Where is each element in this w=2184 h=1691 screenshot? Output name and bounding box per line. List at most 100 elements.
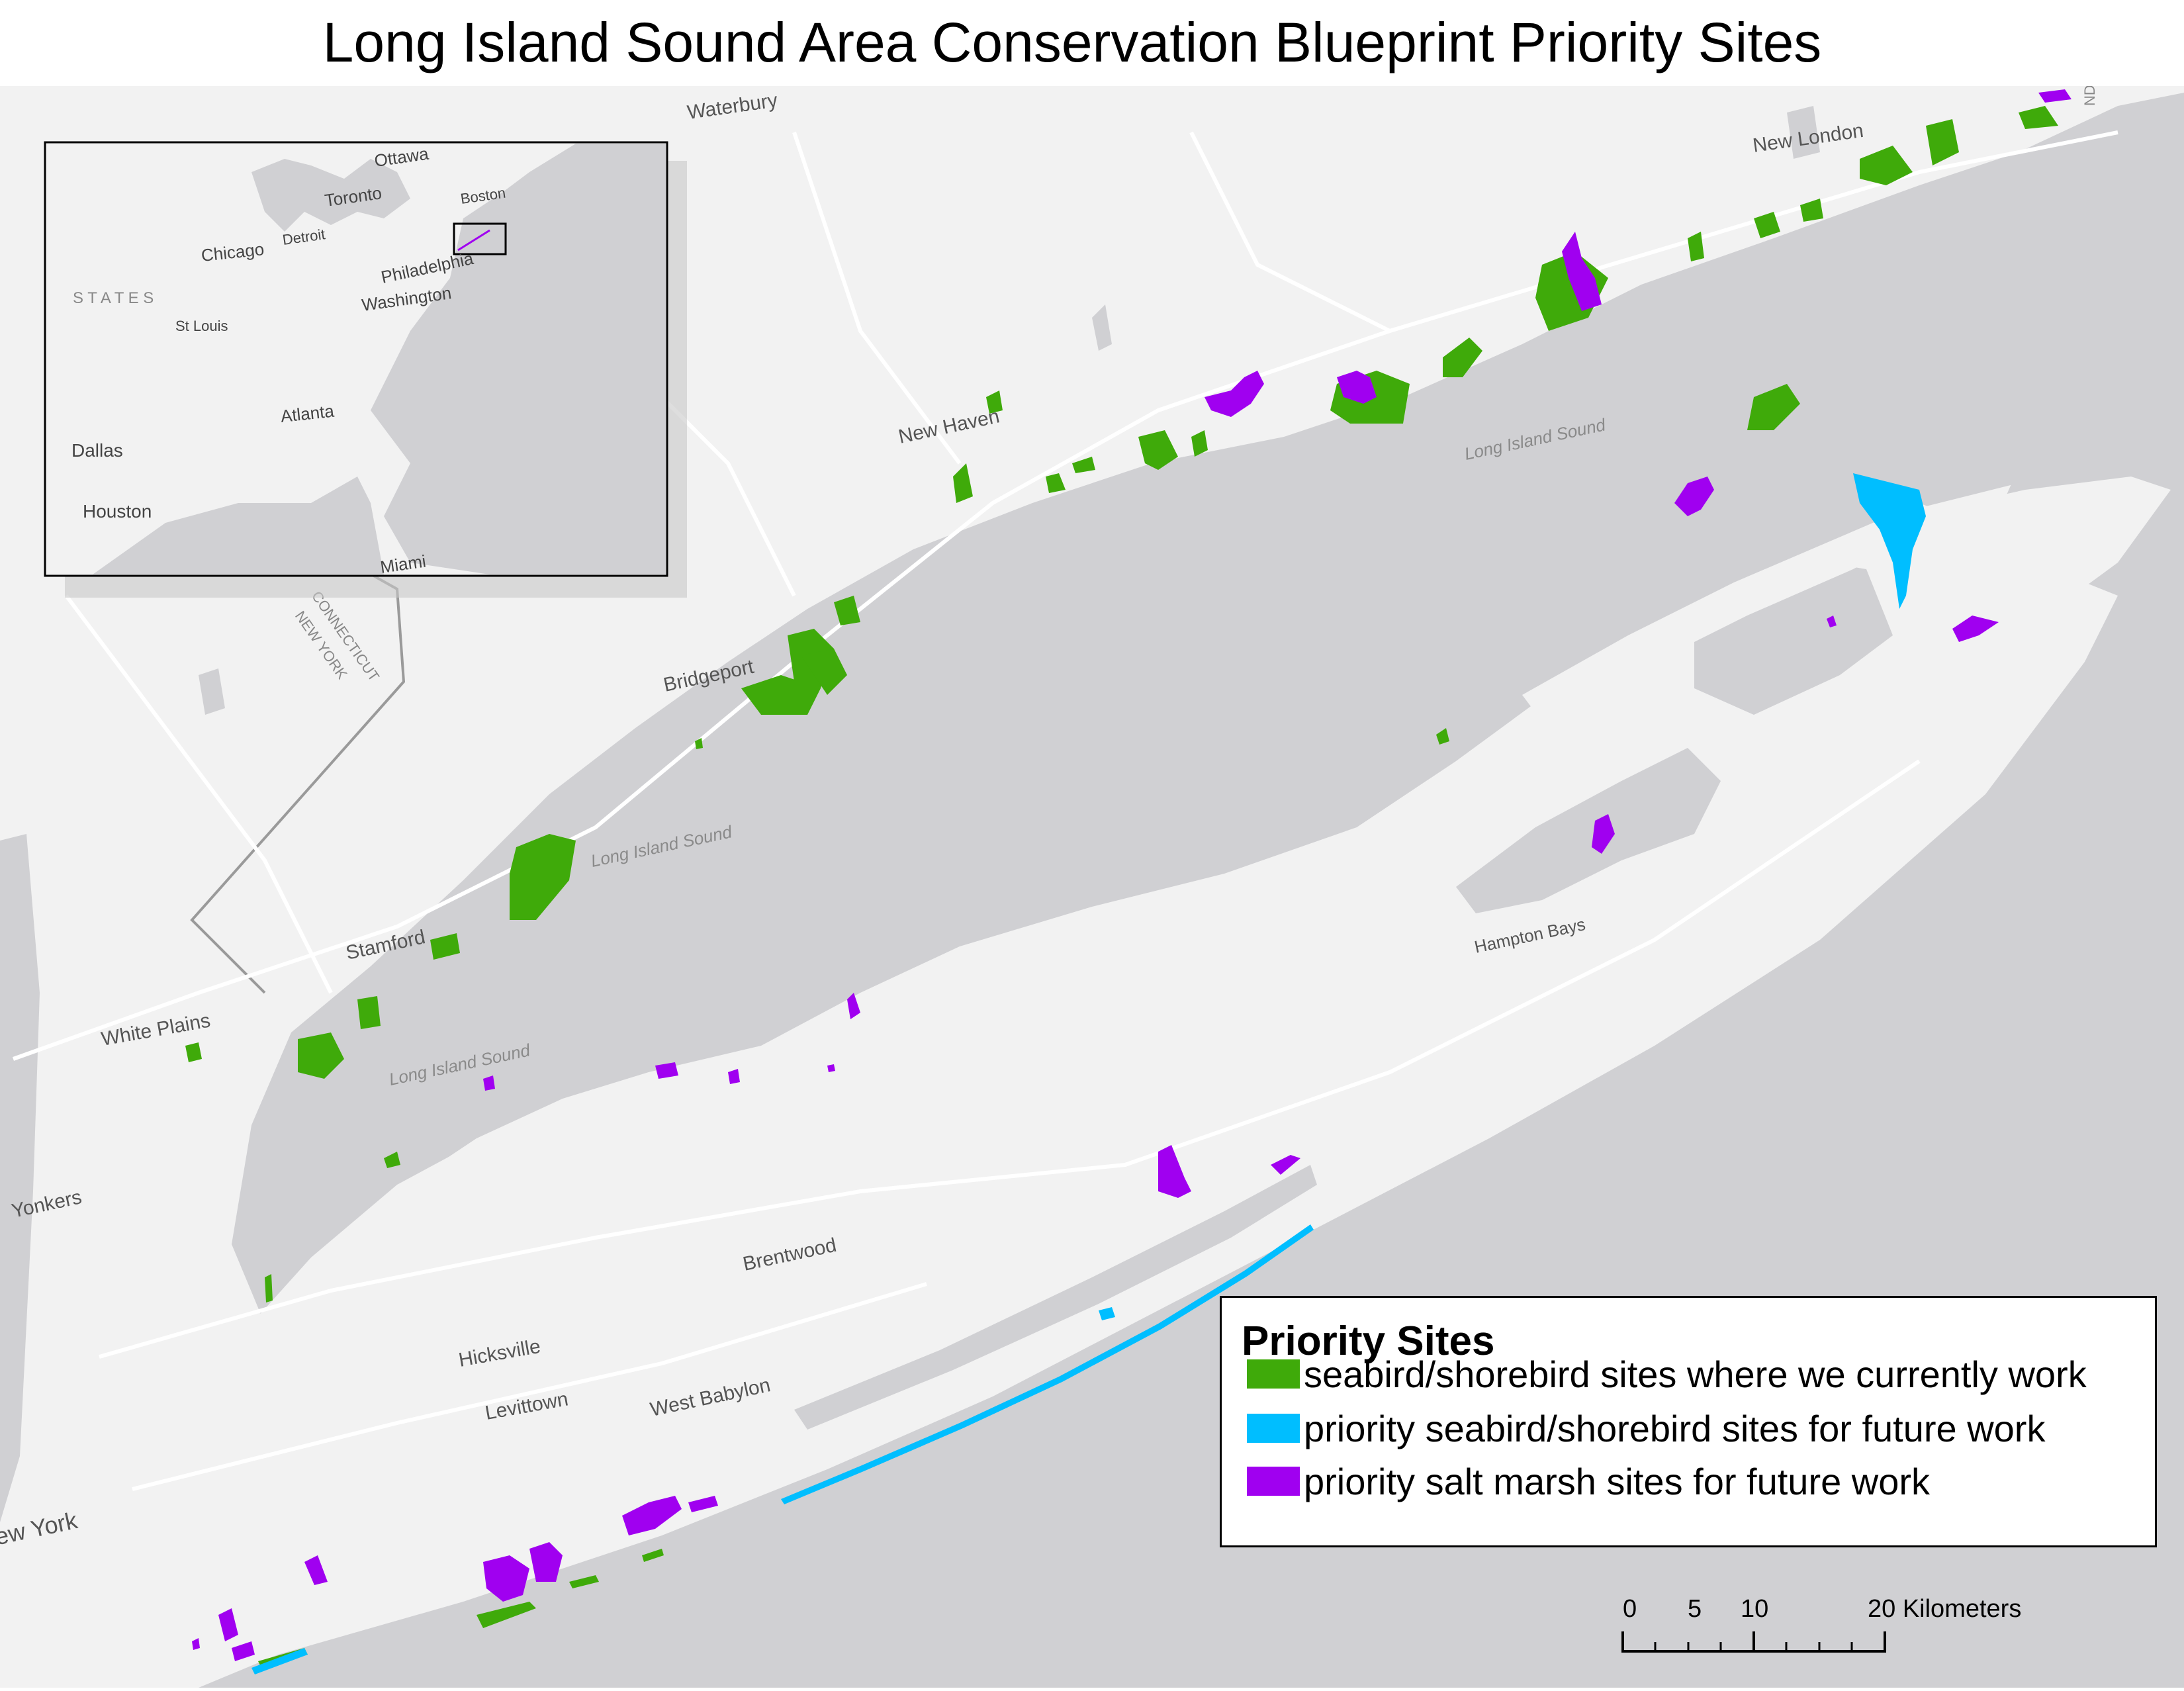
- salt-marsh-sites[interactable]: [192, 89, 2071, 1661]
- legend-swatch-green: [1247, 1359, 1300, 1389]
- site-blue[interactable]: [251, 1648, 308, 1674]
- site-green[interactable]: [953, 463, 973, 503]
- site-purple[interactable]: [1337, 371, 1377, 404]
- site-green[interactable]: [834, 596, 860, 625]
- label-rhode-island: ND: [2081, 86, 2098, 106]
- atlantic-ocean: [199, 93, 2184, 1688]
- scale-bar: 0 5 10 20 Kilometers: [1608, 1592, 2071, 1665]
- site-green[interactable]: [1800, 199, 1823, 222]
- site-purple[interactable]: [529, 1542, 563, 1582]
- peconic-bay: [1456, 748, 1721, 913]
- legend: Priority Sites seabird/shorebird sites w…: [1220, 1296, 2157, 1547]
- site-blue[interactable]: [1099, 1307, 1115, 1320]
- legend-title: Priority Sites: [1242, 1318, 1495, 1364]
- scale-label-0: 0: [1623, 1595, 1637, 1623]
- site-green[interactable]: [1436, 728, 1449, 745]
- site-green[interactable]: [2019, 106, 2058, 129]
- site-green[interactable]: [1688, 232, 1704, 261]
- site-purple[interactable]: [2038, 89, 2071, 103]
- legend-swatch-blue: [1247, 1414, 1300, 1443]
- site-green[interactable]: [1860, 146, 1913, 185]
- site-green[interactable]: [1046, 473, 1066, 493]
- site-green[interactable]: [430, 933, 460, 960]
- site-purple[interactable]: [655, 1062, 678, 1079]
- site-blue[interactable]: [1853, 473, 1926, 609]
- site-green[interactable]: [265, 1274, 273, 1303]
- site-green[interactable]: [1747, 384, 1800, 430]
- site-purple[interactable]: [304, 1555, 328, 1585]
- site-purple[interactable]: [232, 1641, 255, 1661]
- site-purple[interactable]: [1592, 814, 1615, 854]
- inset-gulf: [93, 477, 384, 574]
- site-green[interactable]: [357, 996, 381, 1029]
- site-green[interactable]: [477, 1602, 536, 1628]
- site-green[interactable]: [741, 675, 821, 715]
- site-green[interactable]: [1191, 430, 1208, 457]
- site-green[interactable]: [1926, 119, 1959, 165]
- site-green[interactable]: [1754, 212, 1780, 238]
- legend-item-seabird-current: seabird/shorebird sites where we current…: [1247, 1352, 2087, 1396]
- seabird-future-sites[interactable]: [251, 473, 1926, 1674]
- site-purple[interactable]: [483, 1555, 529, 1602]
- inset-great-lakes: [251, 159, 410, 232]
- inset-label-houston: Houston: [83, 501, 152, 522]
- scale-label-20: 20 Kilometers: [1868, 1595, 2021, 1623]
- site-green[interactable]: [510, 834, 576, 920]
- site-green[interactable]: [1072, 457, 1095, 473]
- hudson-river: [0, 834, 40, 1522]
- long-island-sound: [232, 93, 2184, 1324]
- site-green[interactable]: [1138, 430, 1178, 470]
- site-green[interactable]: [298, 1032, 344, 1079]
- scale-label-10: 10: [1741, 1595, 1768, 1623]
- site-purple[interactable]: [483, 1075, 495, 1091]
- site-green[interactable]: [1443, 338, 1482, 377]
- site-purple[interactable]: [688, 1496, 718, 1512]
- inset-map[interactable]: Ottawa Toronto Boston Detroit Chicago Ph…: [44, 141, 687, 598]
- ct-lake: [1092, 304, 1112, 351]
- inset-ocean: [371, 144, 666, 574]
- scale-bar-graphic: 0 5 10 20 Kilometers: [1621, 1595, 2021, 1653]
- inset-labels: Ottawa Toronto Boston Detroit Chicago Ph…: [71, 144, 507, 577]
- site-purple[interactable]: [1952, 616, 1999, 642]
- legend-item-salt-marsh: priority salt marsh sites for future wor…: [1247, 1459, 1930, 1503]
- site-purple[interactable]: [728, 1069, 740, 1084]
- site-purple[interactable]: [1271, 1155, 1300, 1175]
- legend-item-seabird-future: priority seabird/shorebird sites for fut…: [1247, 1406, 2045, 1450]
- inset-locator-sites: [457, 229, 490, 251]
- legend-label: seabird/shorebird sites where we current…: [1304, 1353, 2087, 1395]
- map-canvas[interactable]: Waterbury New London New Haven Bridgepor…: [0, 85, 2184, 1688]
- site-green[interactable]: [642, 1549, 664, 1562]
- great-south-bay: [794, 1165, 1317, 1430]
- ct-lake: [1787, 106, 1820, 159]
- site-purple[interactable]: [1674, 477, 1714, 516]
- title-bar: Long Island Sound Area Conservation Blue…: [0, 0, 2184, 87]
- legend-label: priority salt marsh sites for future wor…: [1304, 1460, 1931, 1502]
- legend-swatch-purple: [1247, 1467, 1300, 1496]
- site-purple[interactable]: [1158, 1145, 1191, 1198]
- site-green[interactable]: [384, 1152, 400, 1168]
- site-purple[interactable]: [827, 1064, 835, 1072]
- site-purple[interactable]: [1205, 371, 1264, 417]
- inset-label-st-louis: St Louis: [175, 318, 228, 334]
- site-green[interactable]: [695, 738, 703, 749]
- site-purple[interactable]: [1827, 616, 1837, 627]
- north-fork: [1522, 503, 1952, 721]
- ct-lake: [199, 668, 225, 715]
- site-green[interactable]: [986, 390, 1003, 414]
- site-green[interactable]: [569, 1575, 599, 1588]
- legend-label: priority seabird/shorebird sites for fut…: [1304, 1407, 2046, 1449]
- site-purple[interactable]: [847, 993, 860, 1019]
- map-title: Long Island Sound Area Conservation Blue…: [322, 11, 1822, 73]
- map-frame[interactable]: Waterbury New London New Haven Bridgepor…: [0, 85, 2184, 1688]
- site-purple[interactable]: [218, 1608, 238, 1641]
- inset-locator-box: [453, 222, 507, 255]
- site-purple[interactable]: [1562, 232, 1602, 311]
- site-green[interactable]: [801, 649, 847, 695]
- inset-label-states: S T A T E S: [73, 289, 154, 307]
- site-purple[interactable]: [192, 1638, 200, 1650]
- site-purple[interactable]: [622, 1496, 682, 1535]
- site-green[interactable]: [185, 1042, 202, 1062]
- inset-label-dallas: Dallas: [71, 440, 123, 461]
- seabird-current-sites[interactable]: [185, 106, 2058, 1668]
- scale-label-5: 5: [1688, 1595, 1702, 1623]
